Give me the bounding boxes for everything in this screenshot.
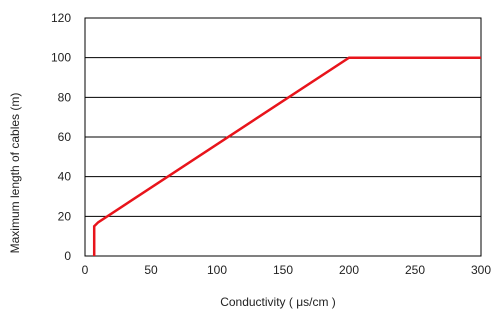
y-tick-labels: 0 20 40 60 80 100 120	[51, 11, 71, 263]
series	[92, 56, 481, 256]
y-tick-label: 60	[58, 130, 72, 144]
axes	[84, 17, 482, 257]
x-tick-label: 100	[207, 263, 227, 277]
y-tick-label: 0	[64, 249, 71, 263]
grid	[85, 57, 481, 217]
x-tick-label: 250	[405, 263, 425, 277]
y-tick-label: 40	[58, 170, 72, 184]
x-tick-labels: 0 50 100 150 200 250 300	[82, 263, 492, 277]
x-tick-label: 0	[82, 263, 89, 277]
y-tick-label: 100	[51, 51, 71, 65]
x-axis-title: Conductivity ( μs/cm )	[220, 295, 336, 309]
x-tick-label: 200	[339, 263, 359, 277]
x-tick-label: 50	[144, 263, 158, 277]
x-tick-label: 150	[273, 263, 293, 277]
y-axis-title: Maximum length of cables (m)	[8, 93, 22, 254]
series-line	[92, 56, 481, 256]
y-tick-label: 20	[58, 209, 72, 223]
plot-frame	[84, 17, 482, 257]
y-tick-label: 120	[51, 11, 71, 25]
x-tick-label: 300	[471, 263, 491, 277]
y-tick-label: 80	[58, 90, 72, 104]
